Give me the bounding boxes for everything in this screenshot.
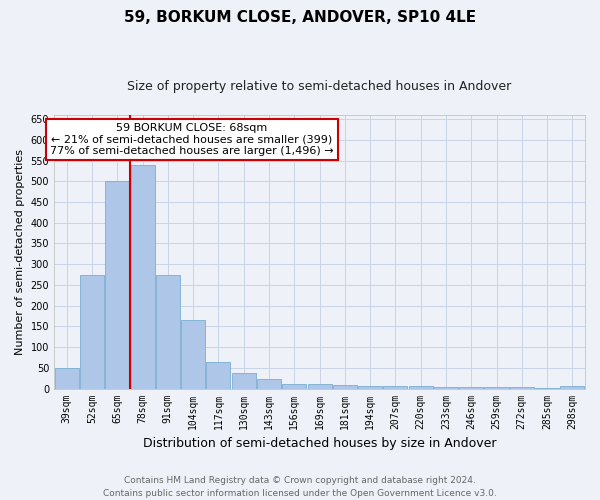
Y-axis label: Number of semi-detached properties: Number of semi-detached properties bbox=[15, 149, 25, 355]
Bar bbox=[105, 182, 129, 388]
Bar bbox=[383, 386, 407, 388]
Text: 59 BORKUM CLOSE: 68sqm
← 21% of semi-detached houses are smaller (399)
77% of se: 59 BORKUM CLOSE: 68sqm ← 21% of semi-det… bbox=[50, 123, 334, 156]
Title: Size of property relative to semi-detached houses in Andover: Size of property relative to semi-detach… bbox=[127, 80, 512, 93]
Bar bbox=[232, 373, 256, 388]
Bar bbox=[257, 380, 281, 388]
Bar bbox=[206, 362, 230, 388]
Bar bbox=[55, 368, 79, 388]
Bar bbox=[560, 386, 584, 388]
Bar bbox=[409, 386, 433, 388]
Text: Contains HM Land Registry data © Crown copyright and database right 2024.
Contai: Contains HM Land Registry data © Crown c… bbox=[103, 476, 497, 498]
Bar bbox=[358, 386, 382, 388]
Bar bbox=[181, 320, 205, 388]
Bar bbox=[434, 387, 458, 388]
Bar bbox=[156, 274, 180, 388]
Bar bbox=[80, 274, 104, 388]
Text: 59, BORKUM CLOSE, ANDOVER, SP10 4LE: 59, BORKUM CLOSE, ANDOVER, SP10 4LE bbox=[124, 10, 476, 25]
Bar bbox=[131, 164, 155, 388]
Bar bbox=[308, 384, 332, 388]
X-axis label: Distribution of semi-detached houses by size in Andover: Distribution of semi-detached houses by … bbox=[143, 437, 496, 450]
Bar bbox=[282, 384, 306, 388]
Bar bbox=[333, 385, 357, 388]
